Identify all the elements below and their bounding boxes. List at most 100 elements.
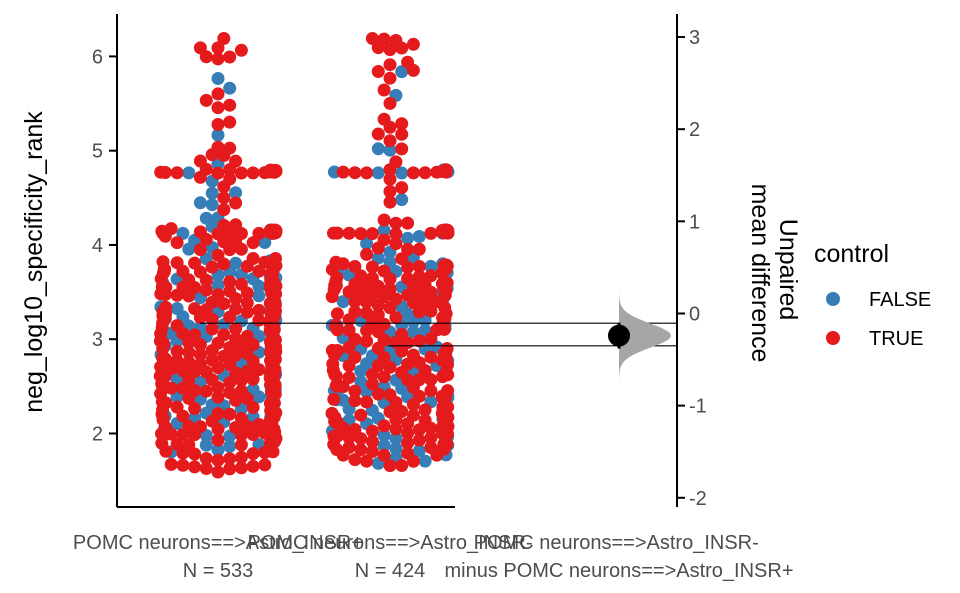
contrast-label-line-1: POMC neurons==>Astro_INSR- bbox=[474, 532, 759, 554]
swarm-point-g1-288 bbox=[182, 345, 196, 359]
swarm-point-g2-84 bbox=[424, 259, 438, 273]
swarm-point-g1-133 bbox=[205, 186, 219, 200]
y-right-title-line-2: mean difference bbox=[746, 184, 774, 363]
swarm-point-g1-213 bbox=[170, 400, 184, 414]
legend-swatch-false bbox=[826, 292, 840, 306]
swarm-point-g2-145 bbox=[440, 437, 454, 451]
swarm-point-g1-421 bbox=[205, 260, 219, 274]
swarm-point-g1-144 bbox=[211, 465, 225, 479]
swarm-point-g1-191 bbox=[182, 419, 196, 433]
swarm-point-g1-518 bbox=[223, 141, 237, 155]
x-label-group-2-n: N = 424 bbox=[355, 560, 426, 582]
swarm-point-g1-131 bbox=[205, 198, 219, 212]
swarm-point-g1-430 bbox=[269, 252, 282, 265]
swarm-point-g2-413 bbox=[371, 65, 385, 78]
swarm-point-g2-343 bbox=[389, 227, 403, 241]
swarm-point-g2-6 bbox=[377, 439, 391, 452]
swarm-point-g1-286 bbox=[193, 348, 207, 361]
swarm-point-g1-228 bbox=[199, 384, 213, 398]
swarm-point-g2-329 bbox=[348, 260, 362, 273]
swarm-point-g1-229 bbox=[234, 384, 248, 398]
swarm-point-g2-313 bbox=[440, 276, 454, 290]
swarm-point-g2-158 bbox=[412, 423, 426, 437]
swarm-point-g2-135 bbox=[365, 445, 379, 458]
swarm-point-g2-320 bbox=[354, 269, 368, 283]
swarm-point-g2-141 bbox=[342, 440, 356, 454]
swarm-point-g2-347 bbox=[342, 226, 356, 240]
y-left-tick-label-0: 2 bbox=[92, 423, 103, 445]
swarm-point-g1-240 bbox=[223, 376, 237, 390]
swarm-point-g1-203 bbox=[223, 407, 237, 421]
swarm-point-g2-175 bbox=[418, 413, 432, 427]
swarm-point-g1-145 bbox=[223, 462, 237, 476]
swarm-point-g1-164 bbox=[182, 438, 196, 452]
swarm-point-g2-420 bbox=[406, 37, 420, 51]
x-label-group-1: POMC neurons==>Astro_INSR+ bbox=[73, 532, 363, 554]
swarm-point-g1-494 bbox=[234, 166, 248, 180]
mean-difference-point bbox=[608, 324, 630, 347]
swarm-point-g1-527 bbox=[223, 50, 237, 64]
swarm-point-g2-126 bbox=[383, 459, 397, 473]
swarm-point-g2-146 bbox=[401, 436, 415, 450]
swarm-point-g1-136 bbox=[182, 166, 196, 180]
swarm-point-g1-192 bbox=[252, 418, 266, 431]
swarm-point-g2-131 bbox=[377, 448, 391, 462]
swarm-point-g2-321 bbox=[424, 269, 438, 283]
swarm-point-g1-514 bbox=[229, 154, 243, 168]
swarm-point-g1-530 bbox=[211, 41, 225, 55]
swarm-point-g1-319 bbox=[188, 328, 202, 342]
swarm-point-g1-156 bbox=[234, 450, 248, 464]
swarm-point-g1-143 bbox=[211, 72, 225, 85]
swarm-point-g2-201 bbox=[424, 384, 438, 398]
swarm-point-g2-401 bbox=[439, 163, 453, 177]
swarm-point-g1-155 bbox=[199, 452, 213, 465]
swarm-point-g2-129 bbox=[360, 454, 374, 468]
swarm-point-g2-5 bbox=[389, 442, 403, 456]
swarm-point-g2-327 bbox=[365, 260, 379, 274]
swarm-point-g1-330 bbox=[170, 319, 184, 333]
swarm-point-g1-522 bbox=[211, 101, 225, 115]
swarm-point-g2-350 bbox=[327, 226, 340, 240]
swarm-point-g2-182 bbox=[325, 406, 339, 420]
swarm-point-g2-344 bbox=[365, 227, 379, 241]
swarm-point-g1-223 bbox=[211, 390, 225, 404]
bootstrap-distribution bbox=[619, 284, 671, 387]
swarm-point-g2-225 bbox=[383, 360, 397, 374]
swarm-point-g2-277 bbox=[360, 306, 374, 320]
swarm-point-g2-71 bbox=[336, 295, 350, 309]
swarm-point-g1-132 bbox=[193, 196, 207, 210]
swarm-point-g1-431 bbox=[211, 248, 225, 262]
swarm-point-g1-129 bbox=[199, 211, 213, 225]
swarm-point-g1-356 bbox=[159, 300, 173, 314]
swarm-point-g1-523 bbox=[223, 98, 237, 112]
swarm-point-g1-427 bbox=[258, 255, 272, 269]
swarm-point-g2-202 bbox=[441, 384, 455, 398]
swarm-point-g1-435 bbox=[246, 236, 260, 250]
swarm-point-g2-409 bbox=[377, 112, 391, 126]
swarm-point-g2-160 bbox=[389, 422, 403, 436]
swarm-point-g1-367 bbox=[240, 296, 254, 310]
swarm-point-g1-3 bbox=[199, 438, 213, 452]
swarm-point-g2-134 bbox=[401, 446, 415, 460]
swarm-point-g1-275 bbox=[170, 354, 184, 368]
swarm-point-g2-127 bbox=[395, 459, 409, 472]
y-right-tick-label-0: -2 bbox=[689, 488, 707, 510]
swarm-point-g2-198 bbox=[383, 388, 397, 402]
swarm-point-g2-403 bbox=[395, 142, 409, 156]
swarm-point-g1-230 bbox=[188, 384, 202, 397]
swarm-point-g2-156 bbox=[401, 426, 415, 440]
swarm-point-g1-402 bbox=[223, 275, 237, 289]
y-right-tick-label-2: 0 bbox=[689, 303, 700, 325]
swarm-point-g1-148 bbox=[188, 460, 202, 474]
legend-title: control bbox=[814, 240, 889, 268]
swarm-point-g1-169 bbox=[211, 433, 225, 447]
swarm-point-g1-327 bbox=[229, 322, 243, 336]
swarm-point-g2-148 bbox=[412, 433, 426, 447]
swarm-points bbox=[153, 32, 455, 479]
swarm-point-g1-154 bbox=[223, 452, 237, 466]
swarm-point-g2-125 bbox=[395, 65, 409, 79]
swarm-point-g1-444 bbox=[252, 226, 266, 240]
x-label-contrast: POMC neurons==>Astro_INSR- minus POMC ne… bbox=[444, 532, 793, 582]
swarm-point-g2-238 bbox=[406, 348, 420, 362]
swarm-point-g1-385 bbox=[223, 284, 237, 298]
